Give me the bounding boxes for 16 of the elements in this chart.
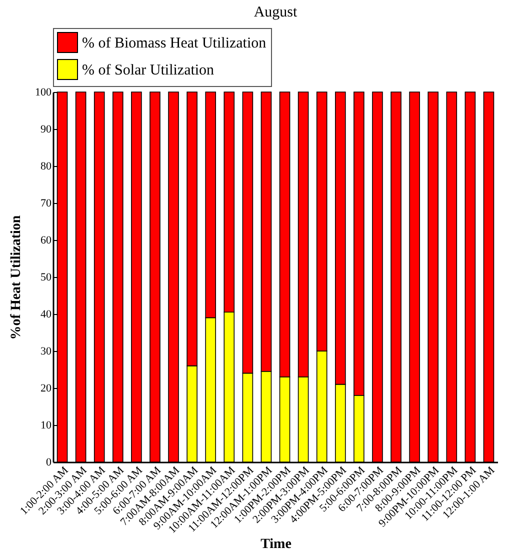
y-tick-label: 30 bbox=[40, 346, 52, 358]
y-tick-label: 10 bbox=[40, 420, 52, 432]
chart-title: August bbox=[254, 4, 298, 20]
y-tick-label: 70 bbox=[40, 198, 52, 210]
y-tick-label: 80 bbox=[40, 160, 52, 172]
y-tick-label: 40 bbox=[40, 308, 52, 320]
legend-label: % of Solar Utilization bbox=[82, 62, 215, 78]
y-tick-label: 100 bbox=[35, 86, 52, 98]
y-tick-label: 50 bbox=[40, 272, 52, 284]
y-tick-label: 60 bbox=[40, 234, 52, 246]
y-tick-label: 20 bbox=[40, 382, 52, 394]
x-axis-title: Time bbox=[260, 537, 292, 552]
y-axis-title: %of Heat Utilization bbox=[9, 215, 24, 340]
legend-label: % of Biomass Heat Utilization bbox=[82, 36, 267, 52]
y-tick-label: 90 bbox=[40, 124, 52, 136]
y-tick-label: 0 bbox=[46, 456, 52, 468]
